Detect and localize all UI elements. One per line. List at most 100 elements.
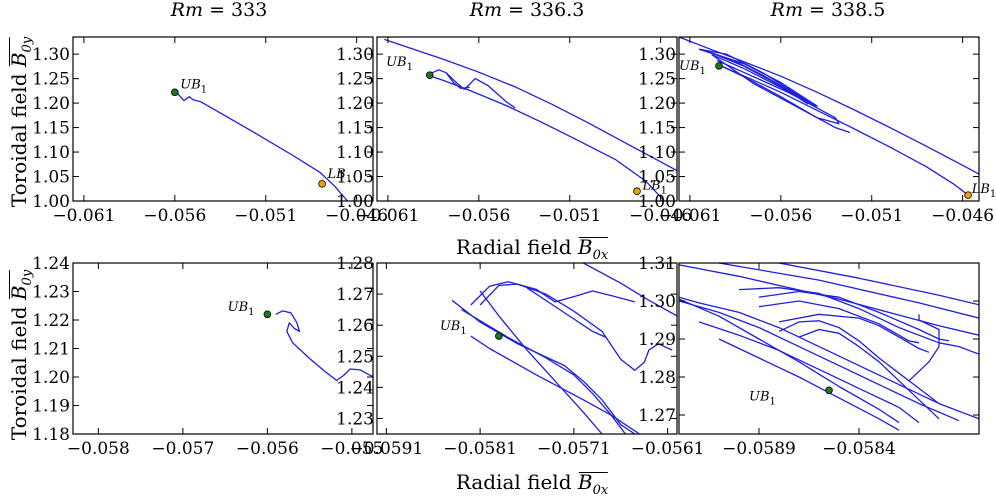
trajectory-curve [479,283,673,371]
x-tick-label: −0.056 [749,206,812,226]
trajectory-curve [470,281,635,306]
ub-point-label: UB1 [180,77,207,95]
y-tick-label: 1.10 [638,143,676,163]
plot-frame [678,262,980,435]
y-tick-label: 1.30 [32,45,70,65]
trajectory-curve [679,298,900,424]
y-tick-label: 1.00 [336,192,374,212]
x-tick-label: −0.0571 [537,439,611,459]
trajectory-curve [758,290,950,342]
trajectory-curve [679,37,979,175]
y-tick-label: 1.20 [638,94,676,114]
x-tick-label: −0.061 [52,206,115,226]
x-tick-label: −0.046 [629,206,692,226]
panel-6: −0.0589 −0.0584 1.27 1.28 1.29 1.30 1.31 UB1 [638,254,980,459]
trajectory-group [275,310,373,382]
x-tick-label: −0.0584 [822,439,896,459]
y-tick-label: 1.27 [638,406,676,426]
column-title-rm-333: Rm = 333 [170,0,268,21]
trajectory-curve [451,299,636,434]
plot-frame [72,262,374,435]
trajectory-curve [718,338,900,431]
y-tick-label: 1.20 [336,94,374,114]
trajectory-curve [778,320,940,405]
x-tick-label: −0.0581 [443,439,517,459]
x-tick-label: −0.046 [931,206,994,226]
y-axis-label-top: Toroidal field B0y [7,36,35,208]
y-tick-label: 1.24 [32,254,70,274]
trajectory-curve [707,51,818,107]
lb-point-label: LB1 [971,182,996,200]
trajectory-curve [679,300,960,422]
trajectory-curve [778,313,930,353]
y-tick-label: 1.05 [32,168,70,188]
plot-frame [678,36,980,202]
y-tick-label: 1.25 [638,70,676,90]
y-tick-label: 1.22 [32,311,70,331]
lb-point-marker [318,180,326,188]
x-tick-label: −0.0591 [350,439,424,459]
x-tick-label: −0.051 [840,206,903,226]
y-tick-label: 1.25 [32,70,70,90]
plot-frame [376,262,678,435]
y-tick-label: 1.18 [32,425,70,445]
x-tick-label: −0.055 [320,439,383,459]
column-title-rm-338-5: Rm = 338.5 [770,0,886,21]
ub-point-marker [263,310,272,319]
y-tick-label: 1.26 [336,316,374,336]
x-tick-label: −0.056 [236,439,299,459]
ub-point-label: UB1 [749,390,776,408]
y-tick-label: 1.05 [638,168,676,188]
y-tick-label: 1.31 [638,254,676,274]
y-tick-label: 1.29 [638,330,676,350]
x-axis-label-top: Radial field B0x [455,235,609,263]
y-tick-label: 1.20 [32,368,70,388]
x-tick-label: −0.0589 [722,439,796,459]
trajectory-curve [778,263,979,306]
trajectory-curve [711,54,840,125]
ub-point-marker [171,88,179,97]
trajectory-curve [176,91,348,201]
x-tick-label: −0.046 [325,206,388,226]
y-tick-label: 1.00 [32,192,70,212]
ub-point-marker [825,386,833,395]
trajectory-curve [275,310,373,382]
y-tick-label: 1.15 [638,119,676,139]
trajectory-group [451,263,677,434]
y-axis-label-bottom: Toroidal field B0y [7,269,35,441]
y-tick-label: 1.10 [32,143,70,163]
lb-point-label: LB1 [641,178,667,196]
trajectory-curve [716,59,809,105]
panel-5: −0.0591 −0.0581 −0.0571 −0.0561 1.23 1.24 1.25… [336,254,704,459]
trajectory-curve [798,328,940,420]
trajectory-curve [908,314,940,382]
ub-point-marker [425,71,434,79]
trajectory-group [679,263,979,431]
y-tick-label: 1.28 [638,368,676,388]
plot-frame [376,36,678,202]
trajectory-curve [427,74,665,201]
trajectory-group [176,91,348,201]
ub-point-label: UB1 [228,300,255,318]
y-tick-label: 1.05 [336,168,374,188]
y-tick-label: 1.15 [336,119,374,139]
ub-point-label: UB1 [440,319,467,337]
panel-4: −0.058 −0.057 −0.056 −0.055 1.18 1.19 1.20 1.21… [32,254,383,459]
y-tick-label: 1.25 [336,347,374,367]
x-tick-label: −0.061 [658,206,721,226]
x-tick-label: −0.051 [538,206,601,226]
trajectory-curve [461,309,626,434]
x-tick-label: −0.056 [143,206,206,226]
panel-2: −0.061 −0.056 −0.051 −0.0461.001.051.101.15… [336,36,692,226]
trajectory-curve [698,321,920,424]
lb-point-marker [964,191,972,199]
column-title-rm-336-3: Rm = 336.3 [469,0,585,21]
x-axis-label-bottom: Radial field B0x [455,470,609,498]
y-tick-label: 1.30 [638,45,676,65]
y-tick-label: 1.23 [336,409,374,429]
panel-3: −0.061 −0.056 −0.051 −0.046 1.00 1.05 1.10 1.15… [638,36,996,226]
x-tick-label: −0.0561 [631,439,705,459]
y-tick-label: 1.27 [336,285,374,305]
lb-point-label: LB1 [327,167,353,185]
lb-point-marker [633,187,641,196]
